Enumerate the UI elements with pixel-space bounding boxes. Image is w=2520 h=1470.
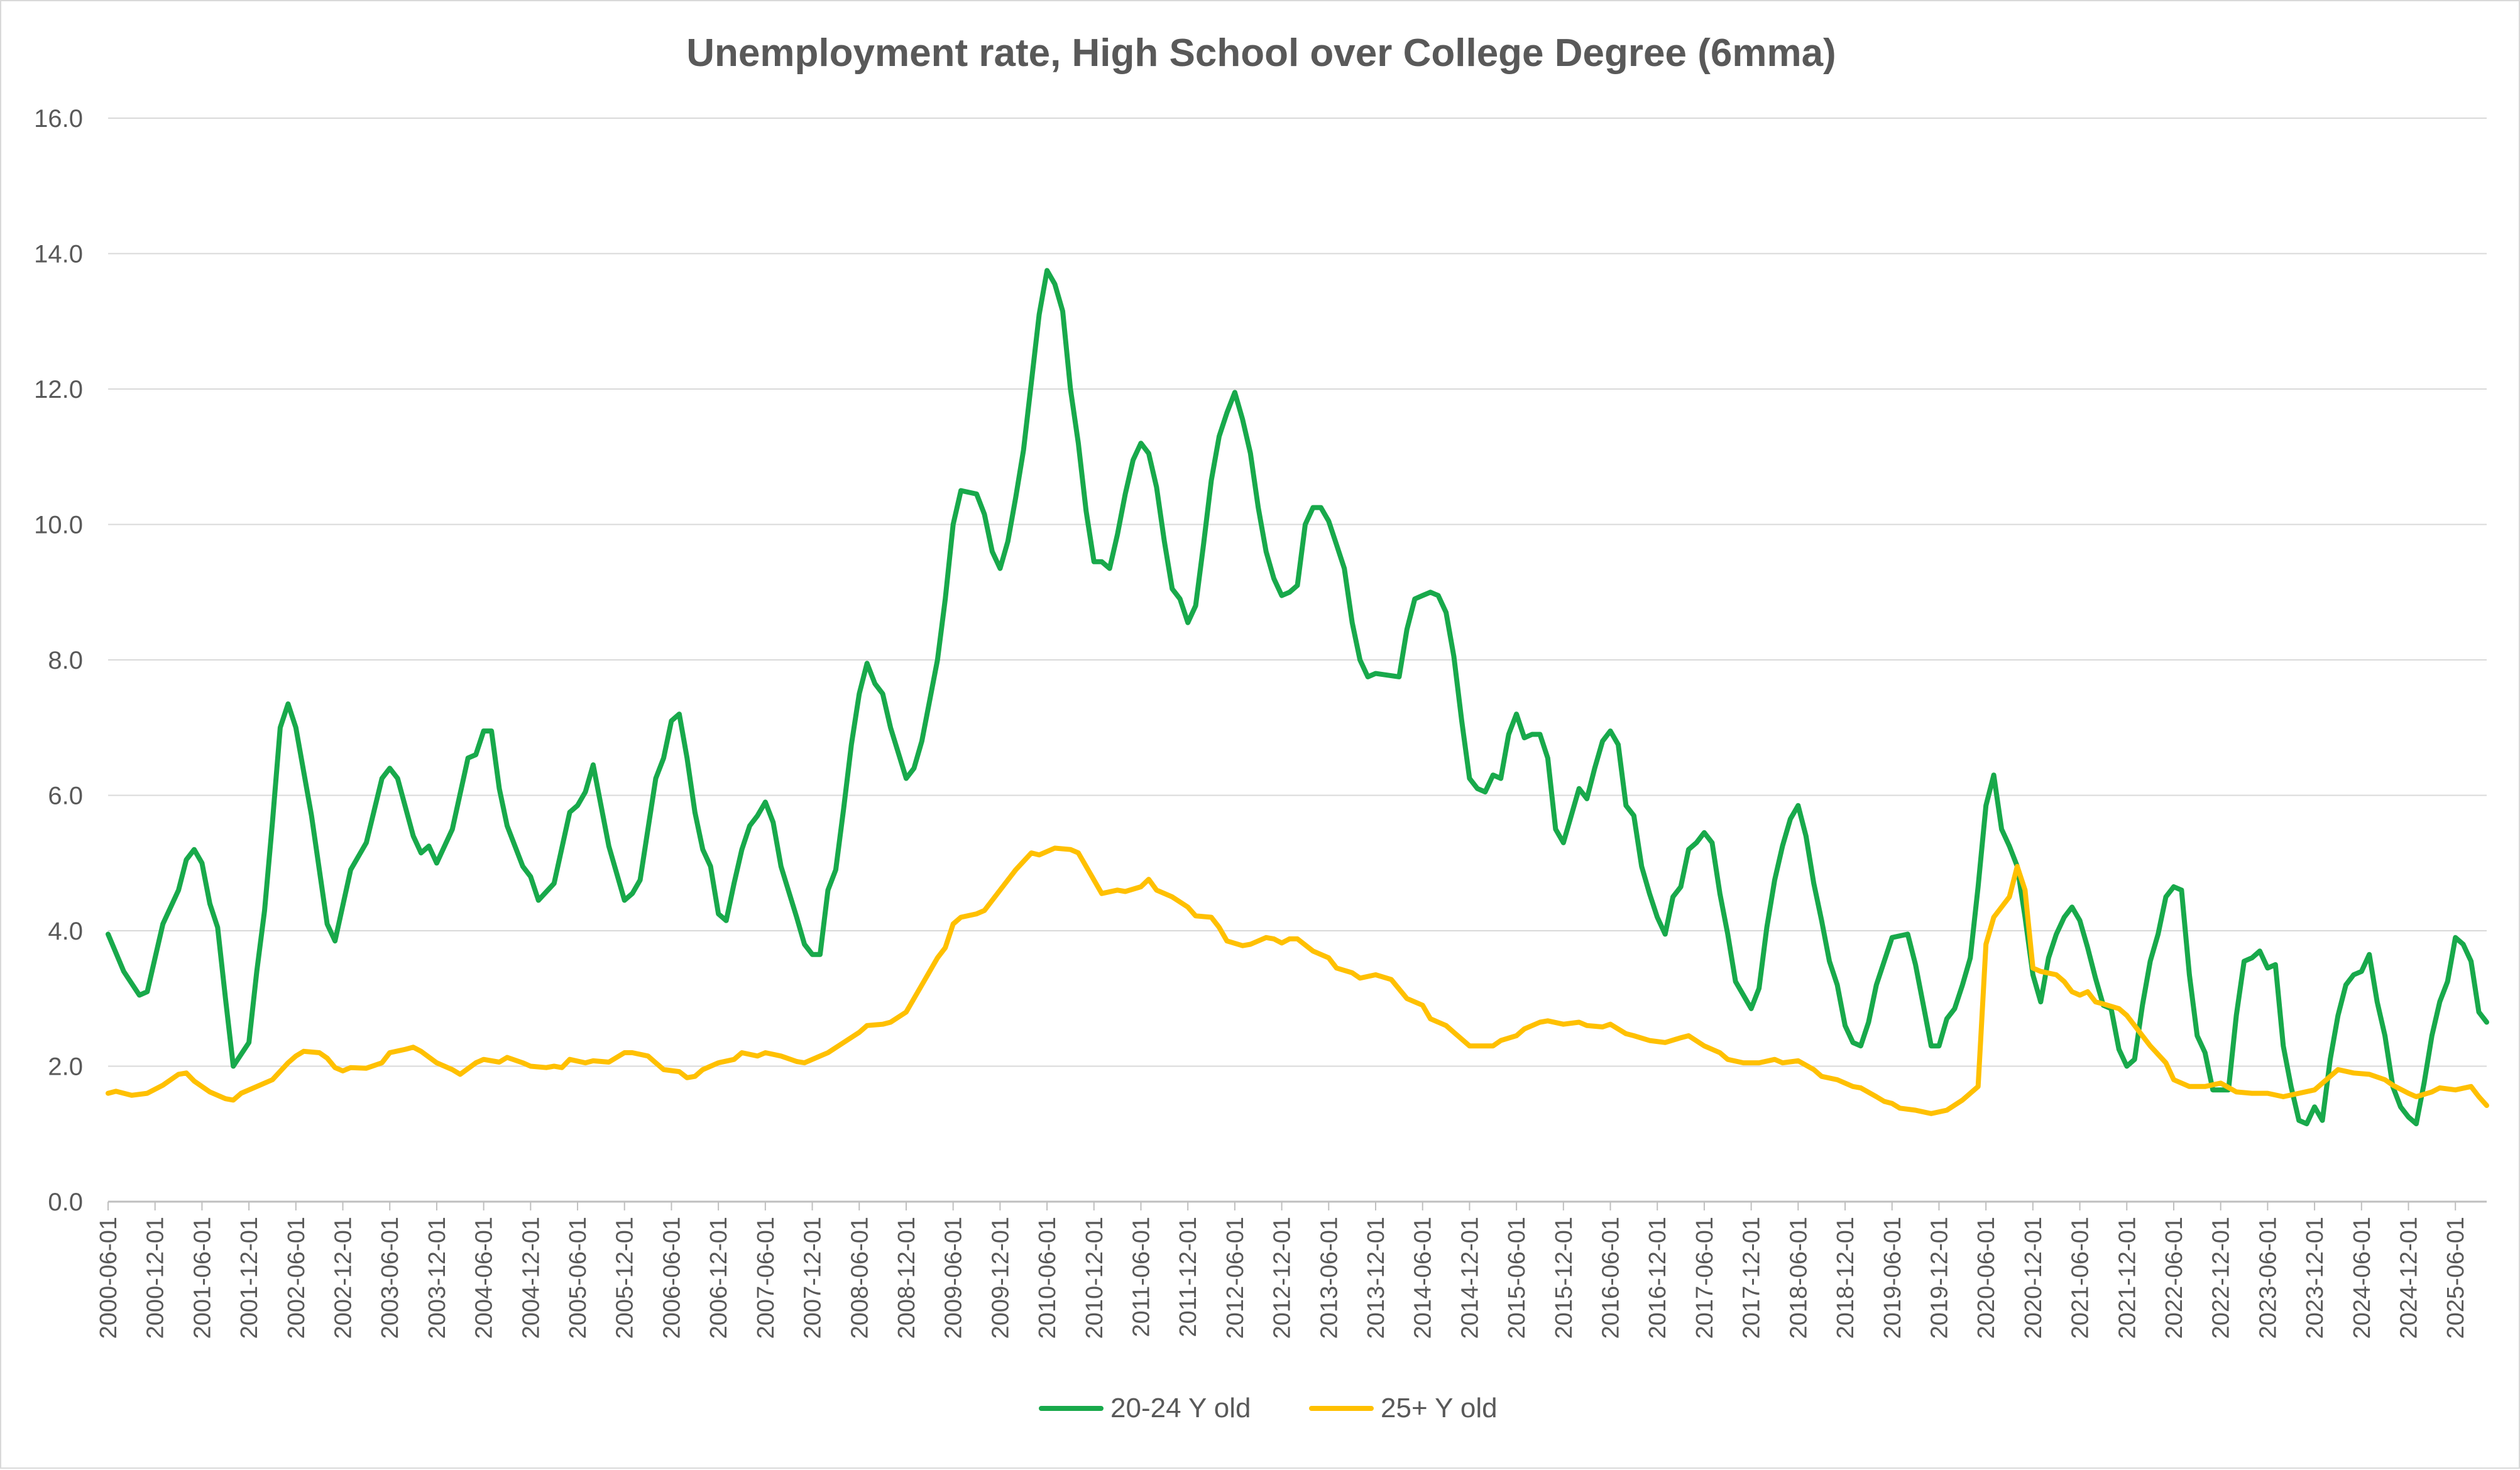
x-tick-label: 2007-06-01 [753, 1217, 779, 1339]
x-tick-label: 2005-06-01 [565, 1217, 591, 1339]
x-tick-label: 2025-06-01 [2443, 1217, 2469, 1339]
x-tick-label: 2003-06-01 [377, 1217, 403, 1339]
x-tick-label: 2014-12-01 [1457, 1217, 1483, 1339]
x-tick-label: 2011-06-01 [1128, 1217, 1154, 1337]
y-tick-label: 14.0 [34, 241, 83, 268]
x-tick-label: 2020-12-01 [2020, 1217, 2047, 1339]
x-tick-label: 2004-06-01 [471, 1217, 498, 1339]
x-tick-label: 2016-12-01 [1645, 1217, 1671, 1339]
y-tick-label: 8.0 [48, 647, 83, 674]
y-tick-label: 12.0 [34, 376, 83, 403]
x-tick-label: 2013-12-01 [1363, 1217, 1389, 1339]
x-tick-label: 2008-12-01 [894, 1217, 920, 1339]
x-tick-label: 2005-12-01 [612, 1217, 638, 1339]
x-tick-label: 2021-12-01 [2114, 1217, 2140, 1339]
x-tick-label: 2017-12-01 [1739, 1217, 1765, 1339]
x-tick-label: 2022-06-01 [2161, 1217, 2188, 1339]
x-tick-label: 2015-06-01 [1504, 1217, 1530, 1339]
chart-title: Unemployment rate, High School over Coll… [686, 31, 1836, 75]
series-line-age-25-plus [106, 845, 2489, 1116]
x-tick-label: 2009-06-01 [941, 1217, 967, 1339]
y-tick-label: 2.0 [48, 1053, 83, 1081]
x-tick-label: 2000-12-01 [143, 1217, 169, 1339]
legend: 20-24 Y old 25+ Y old [1039, 1393, 1498, 1423]
y-tick-label: 4.0 [48, 918, 83, 945]
x-tick-label: 2010-12-01 [1082, 1217, 1108, 1339]
x-tick-label: 2010-06-01 [1034, 1217, 1061, 1339]
x-tick-label: 2011-12-01 [1175, 1217, 1202, 1337]
x-tick-label: 2001-12-01 [236, 1217, 263, 1339]
x-axis: 2000-06-01 2000-12-01 2001-06-01 2001-12-01… [96, 1200, 2487, 1339]
y-tick-label: 0.0 [48, 1188, 83, 1216]
x-tick-label: 2004-12-01 [518, 1217, 544, 1339]
x-tick-label: 2023-12-01 [2302, 1217, 2328, 1339]
series-lines [106, 268, 2489, 1127]
x-tick-label: 2020-06-01 [1973, 1217, 2000, 1339]
x-tick-label: 2012-12-01 [1269, 1217, 1296, 1339]
legend-label: 25+ Y old [1381, 1393, 1498, 1423]
x-tick-label: 2013-06-01 [1316, 1217, 1342, 1339]
x-tick-label: 2016-06-01 [1598, 1217, 1624, 1339]
x-tick-label: 2002-12-01 [331, 1217, 357, 1339]
x-tick-label: 2015-12-01 [1551, 1217, 1577, 1339]
x-tick-label: 2023-06-01 [2255, 1217, 2281, 1339]
y-axis-ticks: 0.0 2.0 4.0 6.0 8.0 10.0 12.0 14.0 16.0 [34, 105, 83, 1216]
x-tick-label: 2000-06-01 [96, 1217, 122, 1339]
x-tick-label: 2006-12-01 [706, 1217, 732, 1339]
y-tick-label: 10.0 [34, 512, 83, 539]
x-tick-label: 2021-06-01 [2068, 1217, 2094, 1339]
x-tick-label: 2008-06-01 [846, 1217, 873, 1339]
x-tick-label: 2009-12-01 [987, 1217, 1014, 1339]
x-tick-label: 2001-06-01 [189, 1217, 216, 1339]
gridlines [108, 118, 2487, 1067]
y-tick-label: 16.0 [34, 105, 83, 133]
x-tick-label: 2018-06-01 [1785, 1217, 1812, 1339]
legend-label: 20-24 Y old [1110, 1393, 1251, 1423]
x-tick-label: 2014-06-01 [1410, 1217, 1437, 1339]
x-tick-label: 2019-06-01 [1880, 1217, 1906, 1339]
series-line-age-20-24 [106, 268, 2489, 1127]
x-tick-label: 2002-06-01 [283, 1217, 310, 1339]
y-tick-label: 6.0 [48, 782, 83, 810]
x-tick-label: 2022-12-01 [2208, 1217, 2235, 1339]
x-tick-label: 2024-12-01 [2396, 1217, 2422, 1339]
x-tick-label: 2018-12-01 [1832, 1217, 1859, 1339]
x-tick-label: 2006-06-01 [659, 1217, 685, 1339]
x-tick-label: 2003-12-01 [424, 1217, 451, 1339]
x-tick-label: 2007-12-01 [800, 1217, 826, 1339]
x-tick-label: 2019-12-01 [1926, 1217, 1953, 1339]
x-tick-label: 2012-06-01 [1222, 1217, 1249, 1339]
x-tick-label: 2024-06-01 [2349, 1217, 2375, 1339]
x-tick-label: 2017-06-01 [1692, 1217, 1718, 1339]
